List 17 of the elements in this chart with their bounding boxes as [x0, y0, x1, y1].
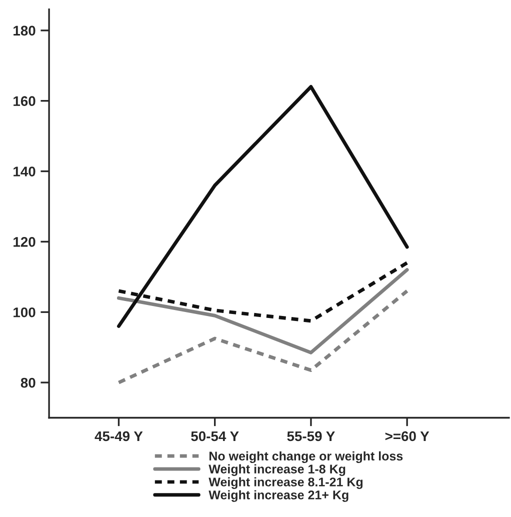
y-tick-label: 160 [14, 96, 36, 106]
line-series [117, 85, 409, 328]
y-tick-label: 140 [14, 166, 36, 176]
legend-label: Weight increase 21+ Kg [208, 490, 348, 502]
x-tick-label: 55-59 Y [287, 431, 335, 442]
y-tick-label: 80 [20, 378, 36, 388]
line-series [117, 268, 409, 354]
legend-label: Weight increase 8.1-21 Kg [208, 477, 363, 489]
y-tick-label: 180 [14, 26, 36, 36]
y-tick-label: 100 [14, 307, 36, 318]
legend-label: No weight change or weight loss [209, 451, 403, 464]
legend-label: Weight increase 1-8 Kg [208, 464, 346, 476]
line-series [117, 289, 409, 384]
x-tick-label: 50-54 Y [191, 431, 239, 442]
x-tick-label: 45-49 Y [94, 431, 143, 442]
x-tick-label: >=60 Y [385, 431, 430, 442]
y-tick-label: 120 [14, 237, 36, 247]
